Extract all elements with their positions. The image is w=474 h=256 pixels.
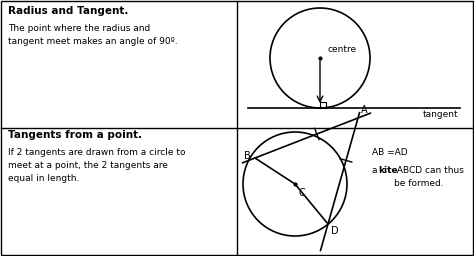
Text: Radius and Tangent.: Radius and Tangent. xyxy=(8,6,128,16)
Text: A: A xyxy=(361,105,368,115)
Text: a: a xyxy=(372,166,380,175)
Text: AB =AD: AB =AD xyxy=(372,148,408,157)
Text: B: B xyxy=(244,151,251,161)
Text: ABCD can thus
be formed.: ABCD can thus be formed. xyxy=(394,166,464,188)
Text: If 2 tangents are drawn from a circle to
meet at a point, the 2 tangents are
equ: If 2 tangents are drawn from a circle to… xyxy=(8,148,185,183)
Text: The point where the radius and
tangent meet makes an angle of 90º.: The point where the radius and tangent m… xyxy=(8,24,178,46)
Text: kite: kite xyxy=(378,166,398,175)
Text: Tangents from a point.: Tangents from a point. xyxy=(8,130,142,140)
Text: tangent: tangent xyxy=(422,110,458,119)
Text: D: D xyxy=(331,226,338,236)
Text: centre: centre xyxy=(328,45,357,54)
Text: C: C xyxy=(299,188,306,198)
